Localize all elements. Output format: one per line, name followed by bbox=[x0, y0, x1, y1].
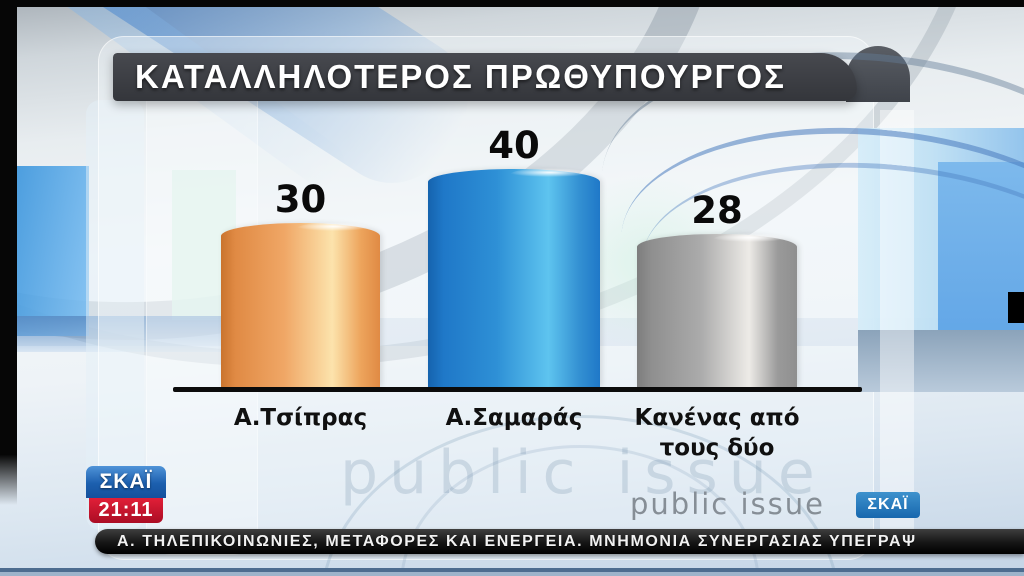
chart-title-bar: ΚΑΤΑΛΛΗΛΟΤΕΡΟΣ ΠΡΩΘΥΠΟΥΡΓΟΣ bbox=[113, 53, 857, 101]
source-logo-text: public issue bbox=[630, 487, 825, 521]
bar-samaras bbox=[428, 168, 600, 387]
bar-top-highlight bbox=[508, 168, 592, 183]
bar-value-none-of-two: 28 bbox=[691, 189, 743, 232]
chart-title: ΚΑΤΑΛΛΗΛΟΤΕΡΟΣ ΠΡΩΘΥΠΟΥΡΓΟΣ bbox=[135, 58, 786, 95]
bar-label-none-of-two: Κανένας από τους δύο bbox=[634, 405, 800, 461]
studio-watermark: public issue bbox=[340, 438, 826, 508]
source-logo: public issue ΣΚΑΪ bbox=[630, 488, 930, 522]
x-axis-baseline bbox=[173, 387, 862, 392]
bar-none-of-two bbox=[637, 233, 797, 387]
bar-value-tsipras: 30 bbox=[274, 178, 327, 221]
news-ticker: Α. ΤΗΛΕΠΙΚΟΙΝΩΝΙΕΣ, ΜΕΤΑΦΟΡΕΣ ΚΑΙ ΕΝΕΡΓΕ… bbox=[95, 529, 1024, 554]
right-edge-black-box bbox=[1008, 292, 1024, 323]
channel-logo-time: 21:11 bbox=[89, 498, 163, 523]
bottom-divider-light bbox=[0, 572, 1024, 576]
channel-logo: ΣΚΑΪ 21:11 bbox=[86, 466, 166, 524]
bg-arch bbox=[846, 46, 910, 102]
chart-area: 30 Α.Τσίπρας 40 Α.Σαμαράς 28 Κανένας από τους… bbox=[173, 115, 862, 461]
frame-top-border bbox=[0, 0, 1024, 7]
bg-glass-column-1 bbox=[86, 100, 144, 530]
bg-left-blue-panel bbox=[17, 166, 89, 336]
bottom-divider-dark bbox=[0, 568, 1024, 572]
channel-logo-name: ΣΚΑΪ bbox=[86, 466, 166, 498]
news-ticker-text: Α. ΤΗΛΕΠΙΚΟΙΝΩΝΙΕΣ, ΜΕΤΑΦΟΡΕΣ ΚΑΙ ΕΝΕΡΓΕ… bbox=[117, 533, 917, 550]
bar-top-highlight bbox=[295, 222, 373, 237]
bar-label-samaras: Α.Σαμαράς bbox=[445, 405, 583, 431]
bar-label-tsipras: Α.Τσίπρας bbox=[233, 405, 368, 431]
bg-right-floor bbox=[858, 330, 1024, 392]
bar-top-highlight bbox=[712, 233, 789, 248]
bar-value-samaras: 40 bbox=[488, 124, 540, 167]
bar-tsipras bbox=[221, 222, 380, 387]
source-logo-skai-badge: ΣΚΑΪ bbox=[856, 492, 920, 518]
frame-left-border bbox=[0, 0, 17, 505]
bg-right-glass-column bbox=[880, 110, 914, 550]
